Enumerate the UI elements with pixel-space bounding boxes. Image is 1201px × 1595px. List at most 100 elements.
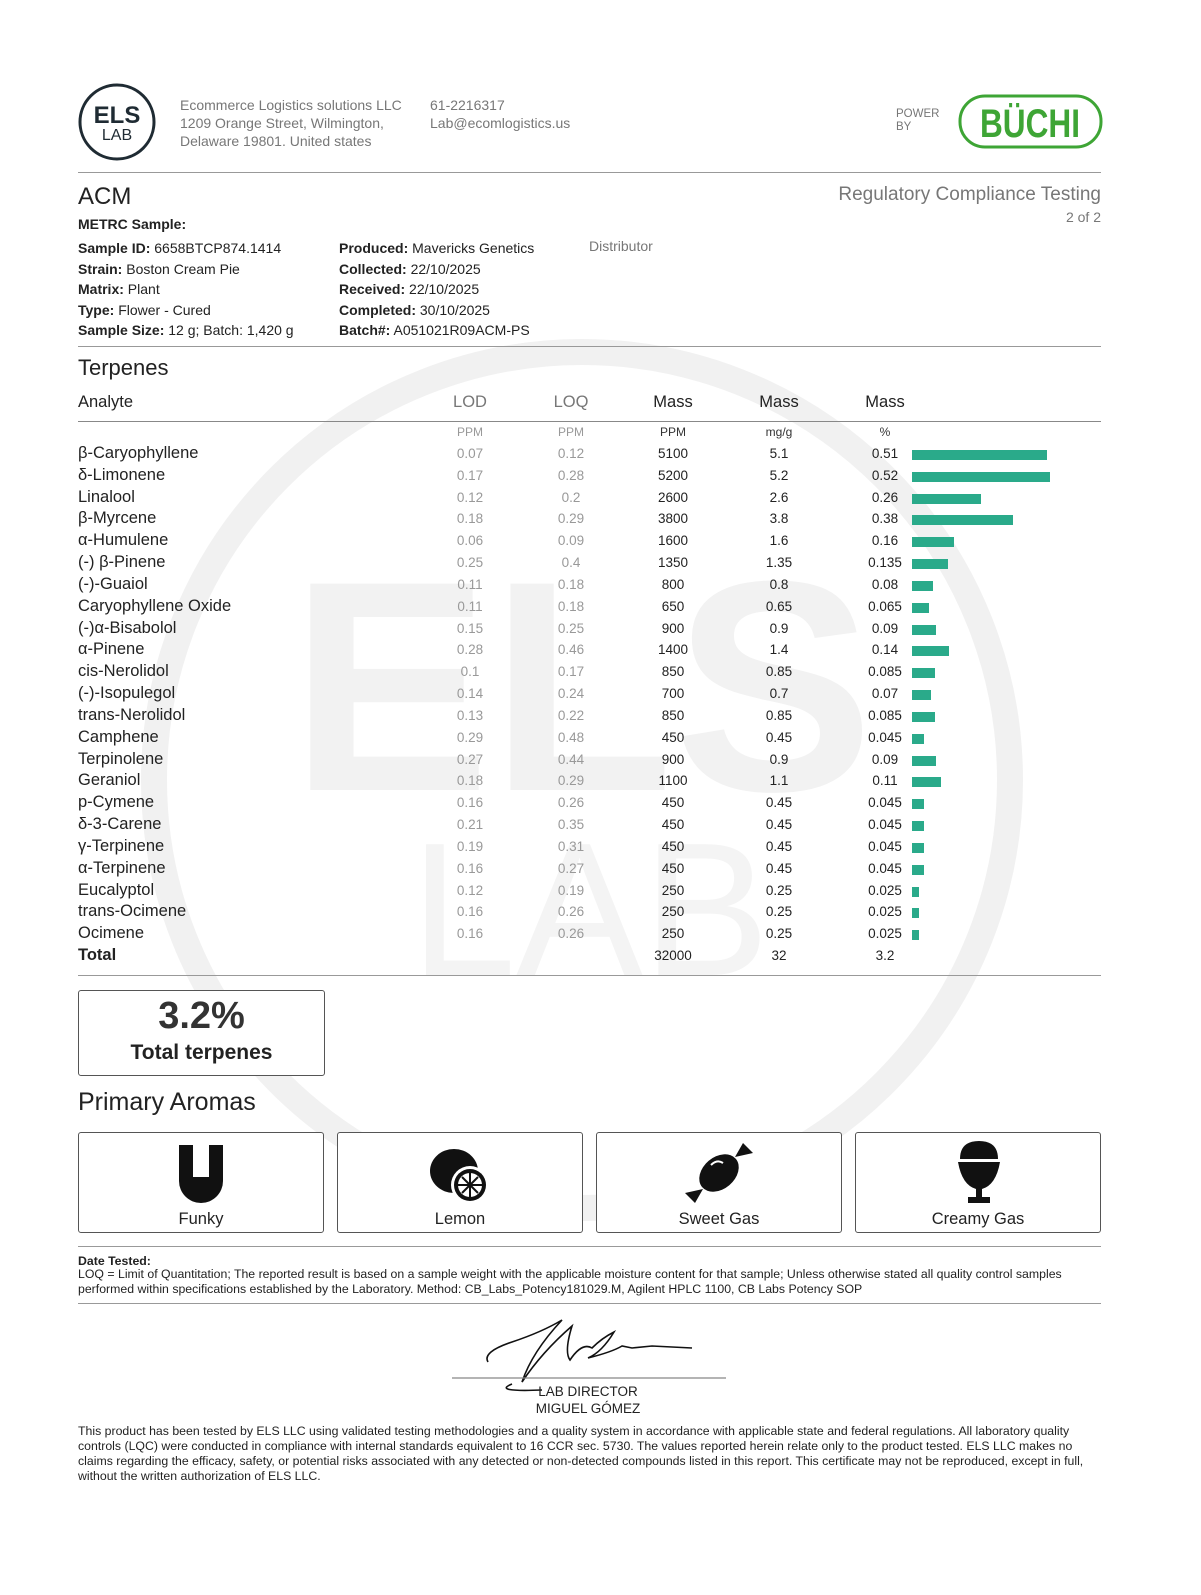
bar <box>912 864 924 875</box>
info-row: Batch#: A051021R09ACM-PS <box>339 320 534 341</box>
cell: 700 <box>661 686 685 702</box>
cell: 5200 <box>657 467 689 483</box>
cell: 900 <box>661 620 685 636</box>
analyte: p-Cymene <box>78 793 155 812</box>
cell: 0.07 <box>456 446 484 461</box>
cell: 0.26 <box>871 489 899 505</box>
info-value: Plant <box>127 281 160 297</box>
bar <box>912 624 936 635</box>
aroma-card: Creamy Gas <box>855 1132 1101 1233</box>
cell: 0.18 <box>456 773 484 789</box>
info-value: 22/10/2025 <box>409 281 480 297</box>
cell: 250 <box>661 904 685 920</box>
unit-label: PPM <box>659 425 687 439</box>
powered-by: POWER BY <box>896 108 939 134</box>
cell: 0.65 <box>765 598 793 614</box>
signer-name: MIGUEL GÓMEZ <box>535 1401 641 1416</box>
summary-value: 3.2% <box>158 995 245 1037</box>
cell: 0.025 <box>868 926 902 942</box>
cell: 0.085 <box>868 707 902 723</box>
cell: 0.09 <box>871 620 899 636</box>
info-value: A051021R09ACM-PS <box>393 322 530 338</box>
aroma-icon <box>685 1143 753 1203</box>
phone: 61-2216317 <box>430 97 505 113</box>
analyte: α-Terpinene <box>78 858 166 877</box>
cell: 0.18 <box>456 511 484 527</box>
cell: 0.45 <box>765 860 793 876</box>
column-header: LOQ <box>553 393 589 411</box>
section-title: Terpenes <box>78 355 169 380</box>
cell: 0.51 <box>871 446 899 461</box>
info-label: Received: <box>339 281 406 297</box>
total-cell: 3.2 <box>875 948 895 964</box>
info-row: Produced: Mavericks Genetics <box>339 238 534 259</box>
brand-frame <box>958 94 1103 149</box>
cell: 1600 <box>657 533 689 549</box>
summary-box: 3.2% Total terpenes <box>78 990 325 1076</box>
cell: 0.31 <box>557 838 585 854</box>
cell: 1100 <box>658 773 688 789</box>
cell: 0.11 <box>457 576 483 592</box>
cell: 0.45 <box>765 817 793 833</box>
cell: 0.26 <box>557 795 585 811</box>
analyte: Linalool <box>78 487 135 506</box>
cell: 0.45 <box>765 729 793 745</box>
bar <box>912 646 950 657</box>
analyte: (-) β-Pinene <box>78 553 166 572</box>
info-value: 22/10/2025 <box>410 260 481 277</box>
cell: 0.11 <box>872 773 898 789</box>
bar <box>912 668 935 679</box>
info-value: 6658BTCP874.1414 <box>154 240 282 256</box>
bar <box>912 711 935 722</box>
analyte: (-)-Guaiol <box>78 574 148 593</box>
cell: 0.25 <box>765 882 793 898</box>
cell: 0.14 <box>456 686 484 702</box>
cell: 0.25 <box>456 555 484 571</box>
icon-shape <box>710 1160 724 1166</box>
info-label: Collected: <box>339 260 407 277</box>
cell: 0.85 <box>765 664 793 680</box>
logo: ELS LAB <box>78 83 156 161</box>
aroma-icon <box>430 1149 489 1204</box>
analyte: Terpinolene <box>78 749 164 768</box>
cell: 3.8 <box>769 511 789 527</box>
page-number: 2 of 2 <box>1065 209 1101 225</box>
cell: 0.46 <box>557 642 585 658</box>
bar <box>912 886 919 897</box>
bar <box>912 842 924 853</box>
aroma-label: Funky <box>178 1210 224 1228</box>
cell: 2.6 <box>769 489 789 505</box>
bar <box>912 777 942 788</box>
report-type: Regulatory Compliance Testing <box>838 184 1101 205</box>
cell: 850 <box>661 664 685 680</box>
address: Ecommerce Logistics solutions LLC 1209 O… <box>180 96 402 150</box>
info-label: Batch#: <box>339 322 391 338</box>
cell: 0.85 <box>765 707 793 723</box>
analyte: Eucalyptol <box>78 880 155 899</box>
cell: 0.44 <box>557 751 585 767</box>
icon-shape <box>960 1141 998 1159</box>
cell: 650 <box>661 598 685 614</box>
total-label: Total <box>78 946 117 965</box>
column-header: Mass <box>653 393 693 411</box>
cell: 0.26 <box>557 904 585 920</box>
cell: 0.07 <box>871 686 899 702</box>
info-row: Matrix: Plant <box>78 279 294 300</box>
watermark-top: ELS <box>290 518 873 854</box>
info-row: Type: Flower - Cured <box>78 300 294 321</box>
bar <box>912 930 919 941</box>
signature <box>452 1319 726 1392</box>
cell: 0.24 <box>557 686 585 702</box>
cell: 0.16 <box>871 533 899 549</box>
cell: 0.18 <box>557 576 585 592</box>
column-header: Analyte <box>78 393 134 411</box>
aroma-icon <box>179 1145 223 1203</box>
bar <box>912 602 930 613</box>
cell: 0.21 <box>456 817 484 833</box>
column-header: Mass <box>759 393 799 411</box>
cell: 0.045 <box>868 795 902 811</box>
bar <box>912 690 931 701</box>
cell: 0.45 <box>765 795 793 811</box>
info-row: Received: 22/10/2025 <box>339 279 534 300</box>
aroma-card: Funky <box>78 1132 324 1233</box>
